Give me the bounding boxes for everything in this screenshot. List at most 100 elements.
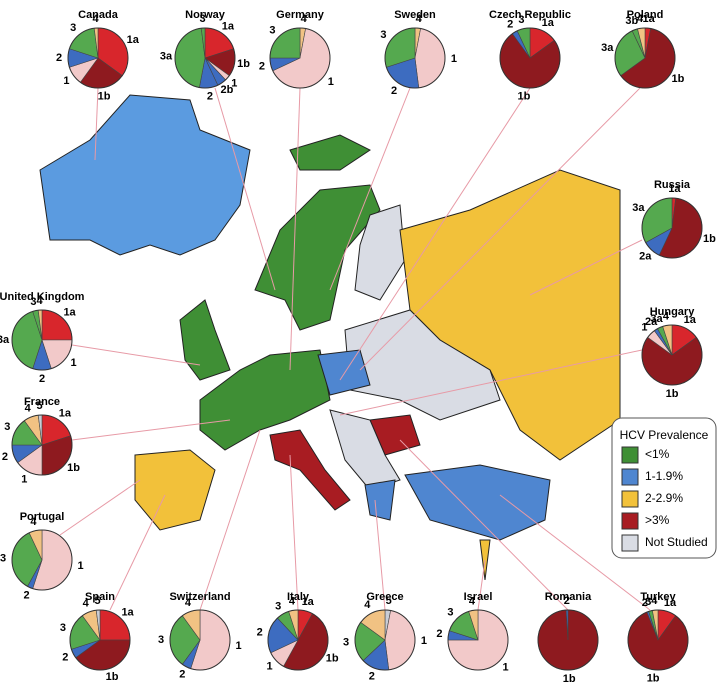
genotype-label: 3: [518, 14, 524, 26]
genotype-label: 3: [380, 29, 386, 41]
genotype-label: 3: [60, 622, 66, 634]
leader-line: [289, 454, 299, 611]
country-label: Switzerland: [169, 591, 230, 603]
genotype-label: 2: [39, 373, 45, 385]
country-label: Portugal: [20, 511, 65, 523]
genotype-label: 2: [436, 628, 442, 640]
leader-line: [71, 344, 201, 366]
genotype-label: 1: [231, 78, 237, 90]
genotype-label: 4: [185, 597, 192, 609]
genotype-label: 1: [641, 321, 647, 333]
pie-outline: [11, 414, 73, 476]
leader-line: [109, 494, 166, 611]
genotype-label: 1a: [668, 183, 681, 195]
genotype-label: 1b: [98, 90, 111, 102]
genotype-label: 5: [36, 400, 42, 412]
pie: United Kingdom 1a 1 2 3a 34: [0, 291, 85, 385]
country-label: Italy: [287, 591, 310, 603]
pie-outline: [174, 27, 236, 89]
leader-line: [374, 499, 386, 611]
genotype-label: 1a: [684, 314, 697, 326]
genotype-label: 2: [23, 590, 29, 602]
genotype-label: 3: [343, 636, 349, 648]
greece: [364, 479, 396, 521]
genotype-label: 1a: [643, 13, 656, 25]
genotype-label: 3a: [650, 313, 663, 325]
country-label: Greece: [366, 591, 403, 603]
pie-outline: [169, 609, 231, 671]
genotype-label: 4: [651, 595, 658, 607]
leader-line: [214, 87, 276, 291]
genotype-label: 2: [2, 451, 8, 463]
leader-line: [339, 349, 643, 416]
genotype-label: 4: [83, 598, 90, 610]
leader-line: [289, 87, 301, 371]
pie-outline: [269, 27, 331, 89]
genotype-label: 3: [0, 553, 6, 565]
genotype-label: 1b: [647, 673, 660, 685]
genotype-label: 2b: [220, 84, 233, 96]
genotype-label: 3a: [601, 42, 614, 54]
pie-slice: [384, 610, 416, 671]
genotype-label: 3: [645, 596, 651, 608]
genotype-label: 2: [259, 60, 265, 72]
genotype-label: 2a: [645, 316, 658, 328]
country-label: Israel: [464, 591, 493, 603]
pie-outline: [11, 529, 73, 591]
leader-line: [499, 494, 651, 611]
legend-swatch: [621, 490, 639, 508]
genotype-label: 3: [275, 600, 281, 612]
genotype-label: 4: [301, 13, 308, 25]
country-label: France: [24, 396, 60, 408]
genotype-label: 2: [391, 85, 397, 97]
genotype-label: 1: [21, 474, 27, 486]
genotype-label: 2: [62, 652, 68, 664]
genotype-label: 1a: [302, 596, 315, 608]
genotype-label: 1b: [666, 388, 679, 400]
legend-label: Not Studied: [645, 535, 708, 549]
genotype-label: 1: [451, 53, 457, 65]
genotype-label: 1a: [127, 34, 140, 46]
country-label: Turkey: [640, 591, 676, 603]
genotype-label: 3: [199, 13, 205, 25]
pie: Canada 1a 1b 12 3 4: [56, 9, 140, 103]
country-label: Norway: [185, 9, 226, 21]
genotype-label: 1: [70, 357, 76, 369]
genotype-label: 2: [207, 91, 213, 103]
pie-outline: [499, 27, 561, 89]
legend: HCV Prevalence <1% 1-1.9% 2-2.9% >3% Not Stu…: [611, 417, 717, 559]
pie: Switzerland 1 2 3 4: [158, 591, 242, 681]
country-label: Spain: [85, 591, 115, 603]
legend-swatch: [621, 468, 639, 486]
legend-label: 2-2.9%: [645, 491, 683, 505]
genotype-label: 2: [179, 669, 185, 681]
genotype-label: 1a: [59, 407, 72, 419]
leader-line: [94, 87, 99, 161]
legend-label: >3%: [645, 513, 670, 527]
pie-outline: [384, 27, 446, 89]
leader-line: [359, 87, 641, 371]
leader-line: [477, 559, 486, 611]
pie-outline: [67, 27, 129, 89]
pie-outline: [641, 324, 703, 386]
genotype-label: 2a: [639, 250, 652, 262]
legend-swatch: [621, 534, 639, 552]
pie: Israel 1 23 4: [436, 591, 508, 674]
genotype-label: 1: [77, 560, 83, 572]
genotype-label: 1a: [664, 597, 677, 609]
genotype-label: 2: [257, 627, 263, 639]
pie-slice: [174, 27, 206, 88]
italy: [269, 429, 351, 511]
genotype-label: 2: [564, 595, 570, 607]
genotype-label: 4: [469, 595, 476, 607]
country-label: Poland: [627, 9, 664, 21]
genotype-label: 4: [92, 13, 99, 25]
canada: [39, 94, 251, 256]
pie: Romania 1b 2: [537, 591, 599, 685]
genotype-label: 2: [507, 18, 513, 30]
